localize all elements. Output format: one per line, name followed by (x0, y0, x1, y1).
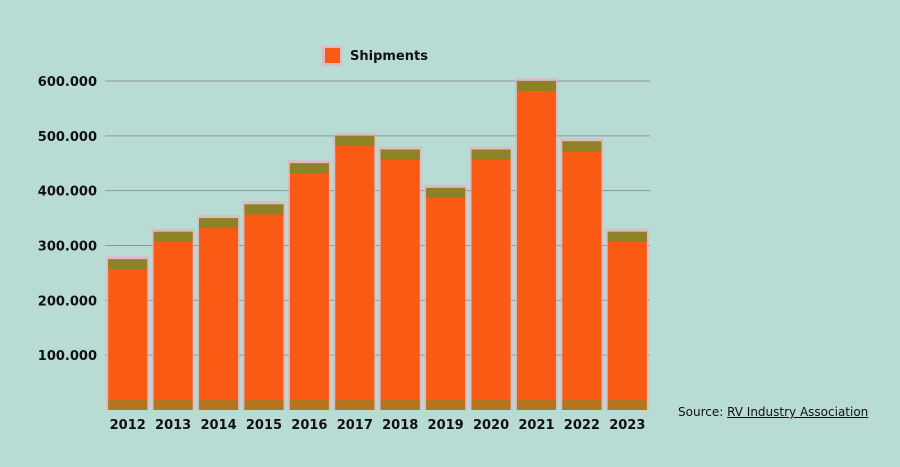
x-tick-label: 2013 (155, 418, 191, 433)
bar-base-band (199, 400, 239, 410)
x-tick-label: 2012 (110, 418, 146, 433)
bar-base-band (108, 400, 148, 410)
y-tick-label: 500.000 (38, 130, 97, 145)
x-tick-label: 2018 (382, 418, 418, 433)
bar-base-band (471, 400, 511, 410)
x-tick-label: 2019 (428, 418, 464, 433)
x-tick-label: 2020 (473, 418, 509, 433)
legend-swatch (325, 48, 340, 63)
bar-top-band (153, 231, 193, 242)
y-tick-label: 100.000 (38, 349, 97, 364)
bar-top-band (607, 231, 647, 242)
bar-base-band (562, 400, 602, 410)
legend-label: Shipments (350, 49, 428, 64)
bar-base-band (244, 400, 284, 410)
x-tick-label: 2017 (337, 418, 373, 433)
bar-base-band (289, 400, 329, 410)
bar-base-band (380, 400, 420, 410)
bar-top-band (199, 218, 239, 229)
bar-top-band (244, 204, 284, 215)
bar-2021 (516, 81, 556, 410)
x-tick-label: 2014 (200, 418, 236, 433)
bar-top-band (335, 135, 375, 146)
bar-2012 (108, 259, 148, 410)
source-prefix: Source: (678, 405, 728, 419)
x-axis-tick-labels: 2012 2013 2014 2015 2016 2017 2018 2019 2020 2021… (110, 418, 646, 433)
bar-base-band (607, 400, 647, 410)
bar-top-band (562, 141, 602, 152)
y-axis-tick-labels: 100.000 200.000 300.000 400.000 500.000 600.0… (38, 75, 97, 364)
bar-2017 (335, 135, 375, 411)
bar-top-band (108, 259, 148, 270)
gridlines (105, 80, 650, 356)
y-tick-label: 600.000 (38, 75, 97, 90)
x-tick-label: 2022 (564, 418, 600, 433)
x-tick-label: 2023 (609, 418, 645, 433)
x-tick-label: 2015 (246, 418, 282, 433)
bar-2020 (471, 149, 511, 410)
bar-top-band (516, 81, 556, 91)
y-tick-label: 200.000 (38, 294, 97, 309)
bar-base-band (335, 400, 375, 410)
y-tick-label: 300.000 (38, 240, 97, 255)
bar-top-band (380, 149, 420, 160)
bar-base-band (426, 400, 466, 410)
bar-2022 (562, 141, 602, 411)
bar-base-band (153, 400, 193, 410)
bar-base-band (516, 400, 556, 410)
bar-2019 (426, 187, 466, 410)
x-tick-label: 2016 (291, 418, 327, 433)
bar-top-band (426, 187, 466, 198)
bar-2015 (244, 204, 284, 410)
bar-2018 (380, 149, 420, 410)
source-note: Source: RV Industry Association (678, 405, 868, 419)
y-tick-label: 400.000 (38, 185, 97, 200)
bar-top-band (289, 163, 329, 174)
x-tick-label: 2021 (518, 418, 554, 433)
bar-2013 (153, 231, 193, 410)
bar-2016 (289, 163, 329, 410)
legend: Shipments (322, 46, 428, 66)
bar-2023 (607, 231, 647, 410)
bar-top-band (471, 149, 511, 160)
bars (106, 78, 649, 411)
bar-2014 (199, 218, 239, 410)
source-link[interactable]: RV Industry Association (727, 405, 869, 419)
